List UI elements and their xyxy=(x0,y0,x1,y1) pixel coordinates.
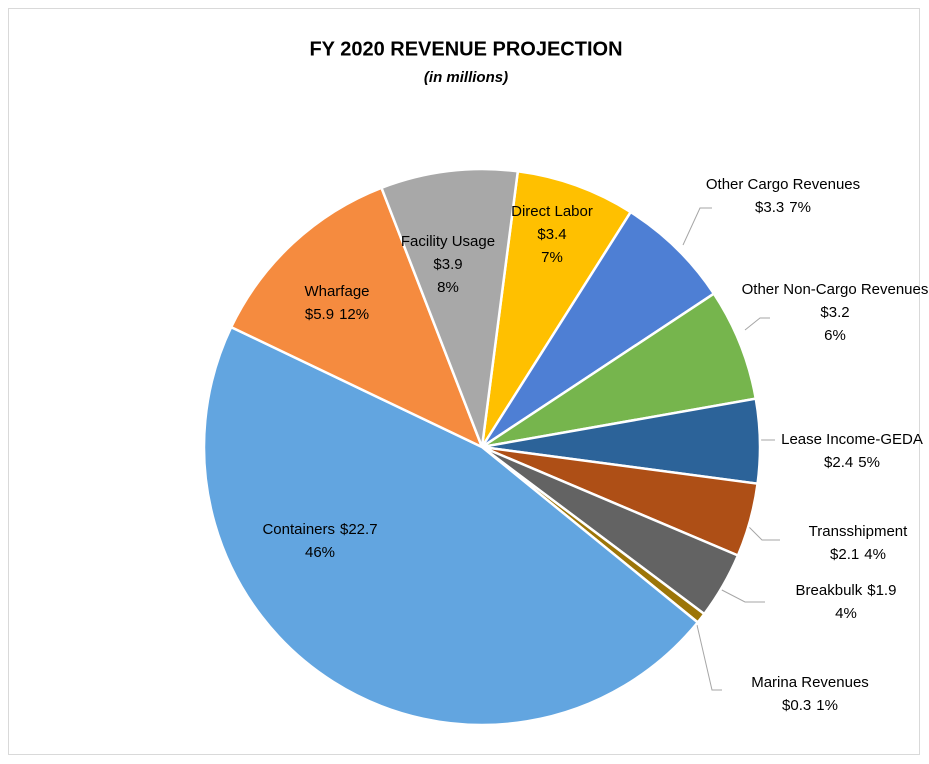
percent-label: 6% xyxy=(824,327,846,344)
category-label: Other Non-Cargo Revenues xyxy=(742,281,929,298)
category-label: Marina Revenues xyxy=(751,674,869,691)
data-label-line: Breakbulk $1.9 xyxy=(796,582,897,599)
data-label-line: Wharfage xyxy=(304,283,369,300)
data-label-line: $2.1 4% xyxy=(830,546,886,563)
data-label-line: $3.3 7% xyxy=(755,199,811,216)
leader-line xyxy=(744,317,770,331)
data-label: Marina Revenues $0.3 1% xyxy=(751,674,869,714)
data-label-line: 4% xyxy=(835,605,857,622)
category-label: Transshipment xyxy=(809,523,908,540)
value-label: $3.9 xyxy=(433,256,462,273)
chart-title: FY 2020 REVENUE PROJECTION xyxy=(309,38,622,60)
category-label: Direct Labor xyxy=(511,203,593,220)
data-label-line: Containers $22.7 xyxy=(262,521,377,538)
data-label: Direct Labor $3.4 7% xyxy=(511,203,593,266)
pie-slice xyxy=(229,186,485,450)
percent-label: 46% xyxy=(305,544,335,561)
pie-slice xyxy=(379,167,520,448)
leader-lines xyxy=(682,207,780,691)
value-label: $2.1 xyxy=(830,546,859,563)
value-label: $22.7 xyxy=(340,521,378,538)
pie-slice xyxy=(481,291,758,449)
data-label-line: 8% xyxy=(437,279,459,296)
data-label-line: Marina Revenues xyxy=(751,674,869,691)
percent-label: 4% xyxy=(835,605,857,622)
percent-label: 4% xyxy=(864,546,886,563)
chart-subtitle: (in millions) xyxy=(424,69,508,86)
value-label: $3.3 xyxy=(755,199,784,216)
category-label: Facility Usage xyxy=(401,233,495,250)
data-label-line: Transshipment xyxy=(809,523,908,540)
value-label: $3.2 xyxy=(820,304,849,321)
leader-line xyxy=(696,624,722,691)
category-label: Wharfage xyxy=(304,283,369,300)
data-label-line: $2.4 5% xyxy=(824,454,880,471)
data-label: Wharfage $5.9 12% xyxy=(304,283,369,323)
percent-label: 5% xyxy=(858,454,880,471)
value-label: $2.4 xyxy=(824,454,853,471)
pie-slice xyxy=(480,169,633,448)
pie xyxy=(202,167,762,727)
data-label: Containers $22.7 46% xyxy=(262,521,377,561)
data-label: Transshipment $2.1 4% xyxy=(809,523,908,563)
data-label: Other Cargo Revenues $3.3 7% xyxy=(706,176,860,216)
data-label-line: 6% xyxy=(824,327,846,344)
data-label-line: Lease Income-GEDA xyxy=(781,431,923,448)
leader-line xyxy=(717,587,765,603)
leader-line xyxy=(682,207,712,246)
data-label: Facility Usage $3.9 8% xyxy=(401,233,495,296)
category-label: Containers xyxy=(262,521,335,538)
percent-label: 1% xyxy=(816,697,838,714)
data-label-line: Other Cargo Revenues xyxy=(706,176,860,193)
percent-label: 12% xyxy=(339,306,369,323)
value-label: $1.9 xyxy=(867,582,896,599)
percent-label: 8% xyxy=(437,279,459,296)
data-label-line: 7% xyxy=(541,249,563,266)
data-label-line: Other Non-Cargo Revenues xyxy=(742,281,929,298)
data-label-line: Direct Labor xyxy=(511,203,593,220)
data-label-line: $0.3 1% xyxy=(782,697,838,714)
category-label: Other Cargo Revenues xyxy=(706,176,860,193)
data-label: Breakbulk $1.9 4% xyxy=(796,582,897,622)
category-label: Lease Income-GEDA xyxy=(781,431,923,448)
percent-label: 7% xyxy=(789,199,811,216)
category-label: Breakbulk xyxy=(796,582,863,599)
value-label: $3.4 xyxy=(537,226,566,243)
data-label-line: Facility Usage xyxy=(401,233,495,250)
value-label: $5.9 xyxy=(305,306,334,323)
percent-label: 7% xyxy=(541,249,563,266)
value-label: $0.3 xyxy=(782,697,811,714)
data-label-line: $3.2 xyxy=(820,304,849,321)
data-label: Other Non-Cargo Revenues $3.2 6% xyxy=(742,281,929,344)
data-label-line: $3.9 xyxy=(433,256,462,273)
pie-slice xyxy=(202,325,700,727)
pie-slice xyxy=(480,210,716,449)
data-label-line: $3.4 xyxy=(537,226,566,243)
data-label-line: 46% xyxy=(305,544,335,561)
data-label: Lease Income-GEDA $2.4 5% xyxy=(781,431,923,471)
data-label-line: $5.9 12% xyxy=(305,306,369,323)
